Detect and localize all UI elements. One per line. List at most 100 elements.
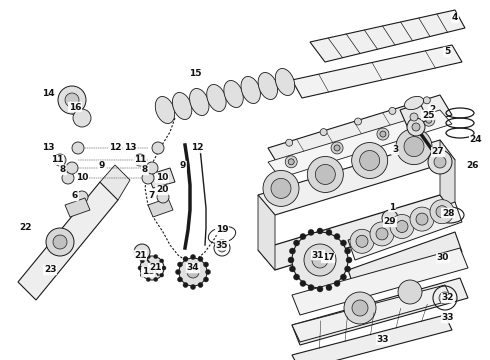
Circle shape [341,274,346,280]
Circle shape [334,234,340,239]
Circle shape [434,156,446,168]
Text: 14: 14 [42,89,54,98]
Circle shape [410,207,434,231]
Circle shape [294,240,299,246]
Circle shape [376,228,388,240]
Ellipse shape [241,76,260,104]
Text: 33: 33 [377,336,389,345]
Circle shape [426,117,432,123]
Polygon shape [148,168,175,188]
Circle shape [334,145,340,151]
Circle shape [177,277,182,282]
Ellipse shape [190,89,209,116]
Text: 17: 17 [322,253,334,262]
Circle shape [416,213,428,225]
Circle shape [341,240,346,246]
Text: 7: 7 [149,192,155,201]
Polygon shape [258,195,455,270]
Polygon shape [148,198,173,217]
Circle shape [203,262,208,267]
Circle shape [286,139,293,146]
Text: 12: 12 [109,144,121,153]
Circle shape [407,118,425,136]
Circle shape [370,222,394,246]
Polygon shape [100,165,130,200]
Circle shape [140,273,144,277]
Circle shape [65,93,79,107]
Polygon shape [292,285,452,342]
Circle shape [352,300,368,316]
Text: 8: 8 [60,166,66,175]
Text: 8: 8 [142,166,148,175]
Circle shape [428,150,452,174]
Circle shape [317,228,323,234]
Circle shape [203,277,208,282]
Circle shape [160,259,164,263]
Circle shape [308,229,314,235]
Polygon shape [268,110,452,178]
Ellipse shape [207,85,226,112]
Polygon shape [310,10,465,62]
Circle shape [140,256,164,280]
Circle shape [73,109,91,127]
Polygon shape [258,195,275,270]
Circle shape [307,157,343,193]
Polygon shape [292,315,452,360]
Circle shape [191,284,196,289]
Polygon shape [348,232,462,290]
Text: 33: 33 [442,314,454,323]
Circle shape [138,266,142,270]
Circle shape [198,257,203,261]
Text: 30: 30 [437,253,449,262]
Text: 11: 11 [134,156,146,165]
Circle shape [344,248,350,254]
Circle shape [316,165,335,184]
Circle shape [300,280,306,287]
Circle shape [191,255,196,260]
Text: 3: 3 [392,145,398,154]
Circle shape [350,229,374,253]
Circle shape [76,191,88,203]
Circle shape [396,220,408,233]
Text: 13: 13 [124,144,136,153]
Circle shape [179,258,207,286]
Circle shape [162,266,166,270]
Circle shape [58,86,86,114]
Text: 25: 25 [422,111,434,120]
Text: 9: 9 [99,162,105,171]
Circle shape [423,97,430,104]
Circle shape [160,273,164,277]
Circle shape [390,215,414,238]
Circle shape [360,150,380,171]
Circle shape [183,283,188,288]
Text: 32: 32 [442,293,454,302]
Circle shape [436,206,448,218]
Text: 6: 6 [72,192,78,201]
Circle shape [157,191,169,203]
Circle shape [300,234,306,239]
Circle shape [404,136,424,157]
Circle shape [263,170,299,206]
Circle shape [356,235,368,247]
Circle shape [146,162,158,174]
Circle shape [134,154,146,166]
Circle shape [423,114,435,126]
Circle shape [175,270,180,274]
Circle shape [396,129,432,165]
Polygon shape [292,278,468,345]
Text: 27: 27 [432,148,444,157]
Text: 31: 31 [312,251,324,260]
Polygon shape [348,202,462,260]
Polygon shape [268,95,452,168]
Circle shape [334,280,340,287]
Circle shape [154,278,158,282]
Text: 4: 4 [452,13,458,22]
Circle shape [154,255,158,258]
Circle shape [140,259,144,263]
Circle shape [377,128,389,140]
Polygon shape [440,140,455,215]
Text: 24: 24 [470,135,482,144]
Text: 16: 16 [69,103,81,112]
Circle shape [410,113,418,121]
Polygon shape [65,198,90,217]
